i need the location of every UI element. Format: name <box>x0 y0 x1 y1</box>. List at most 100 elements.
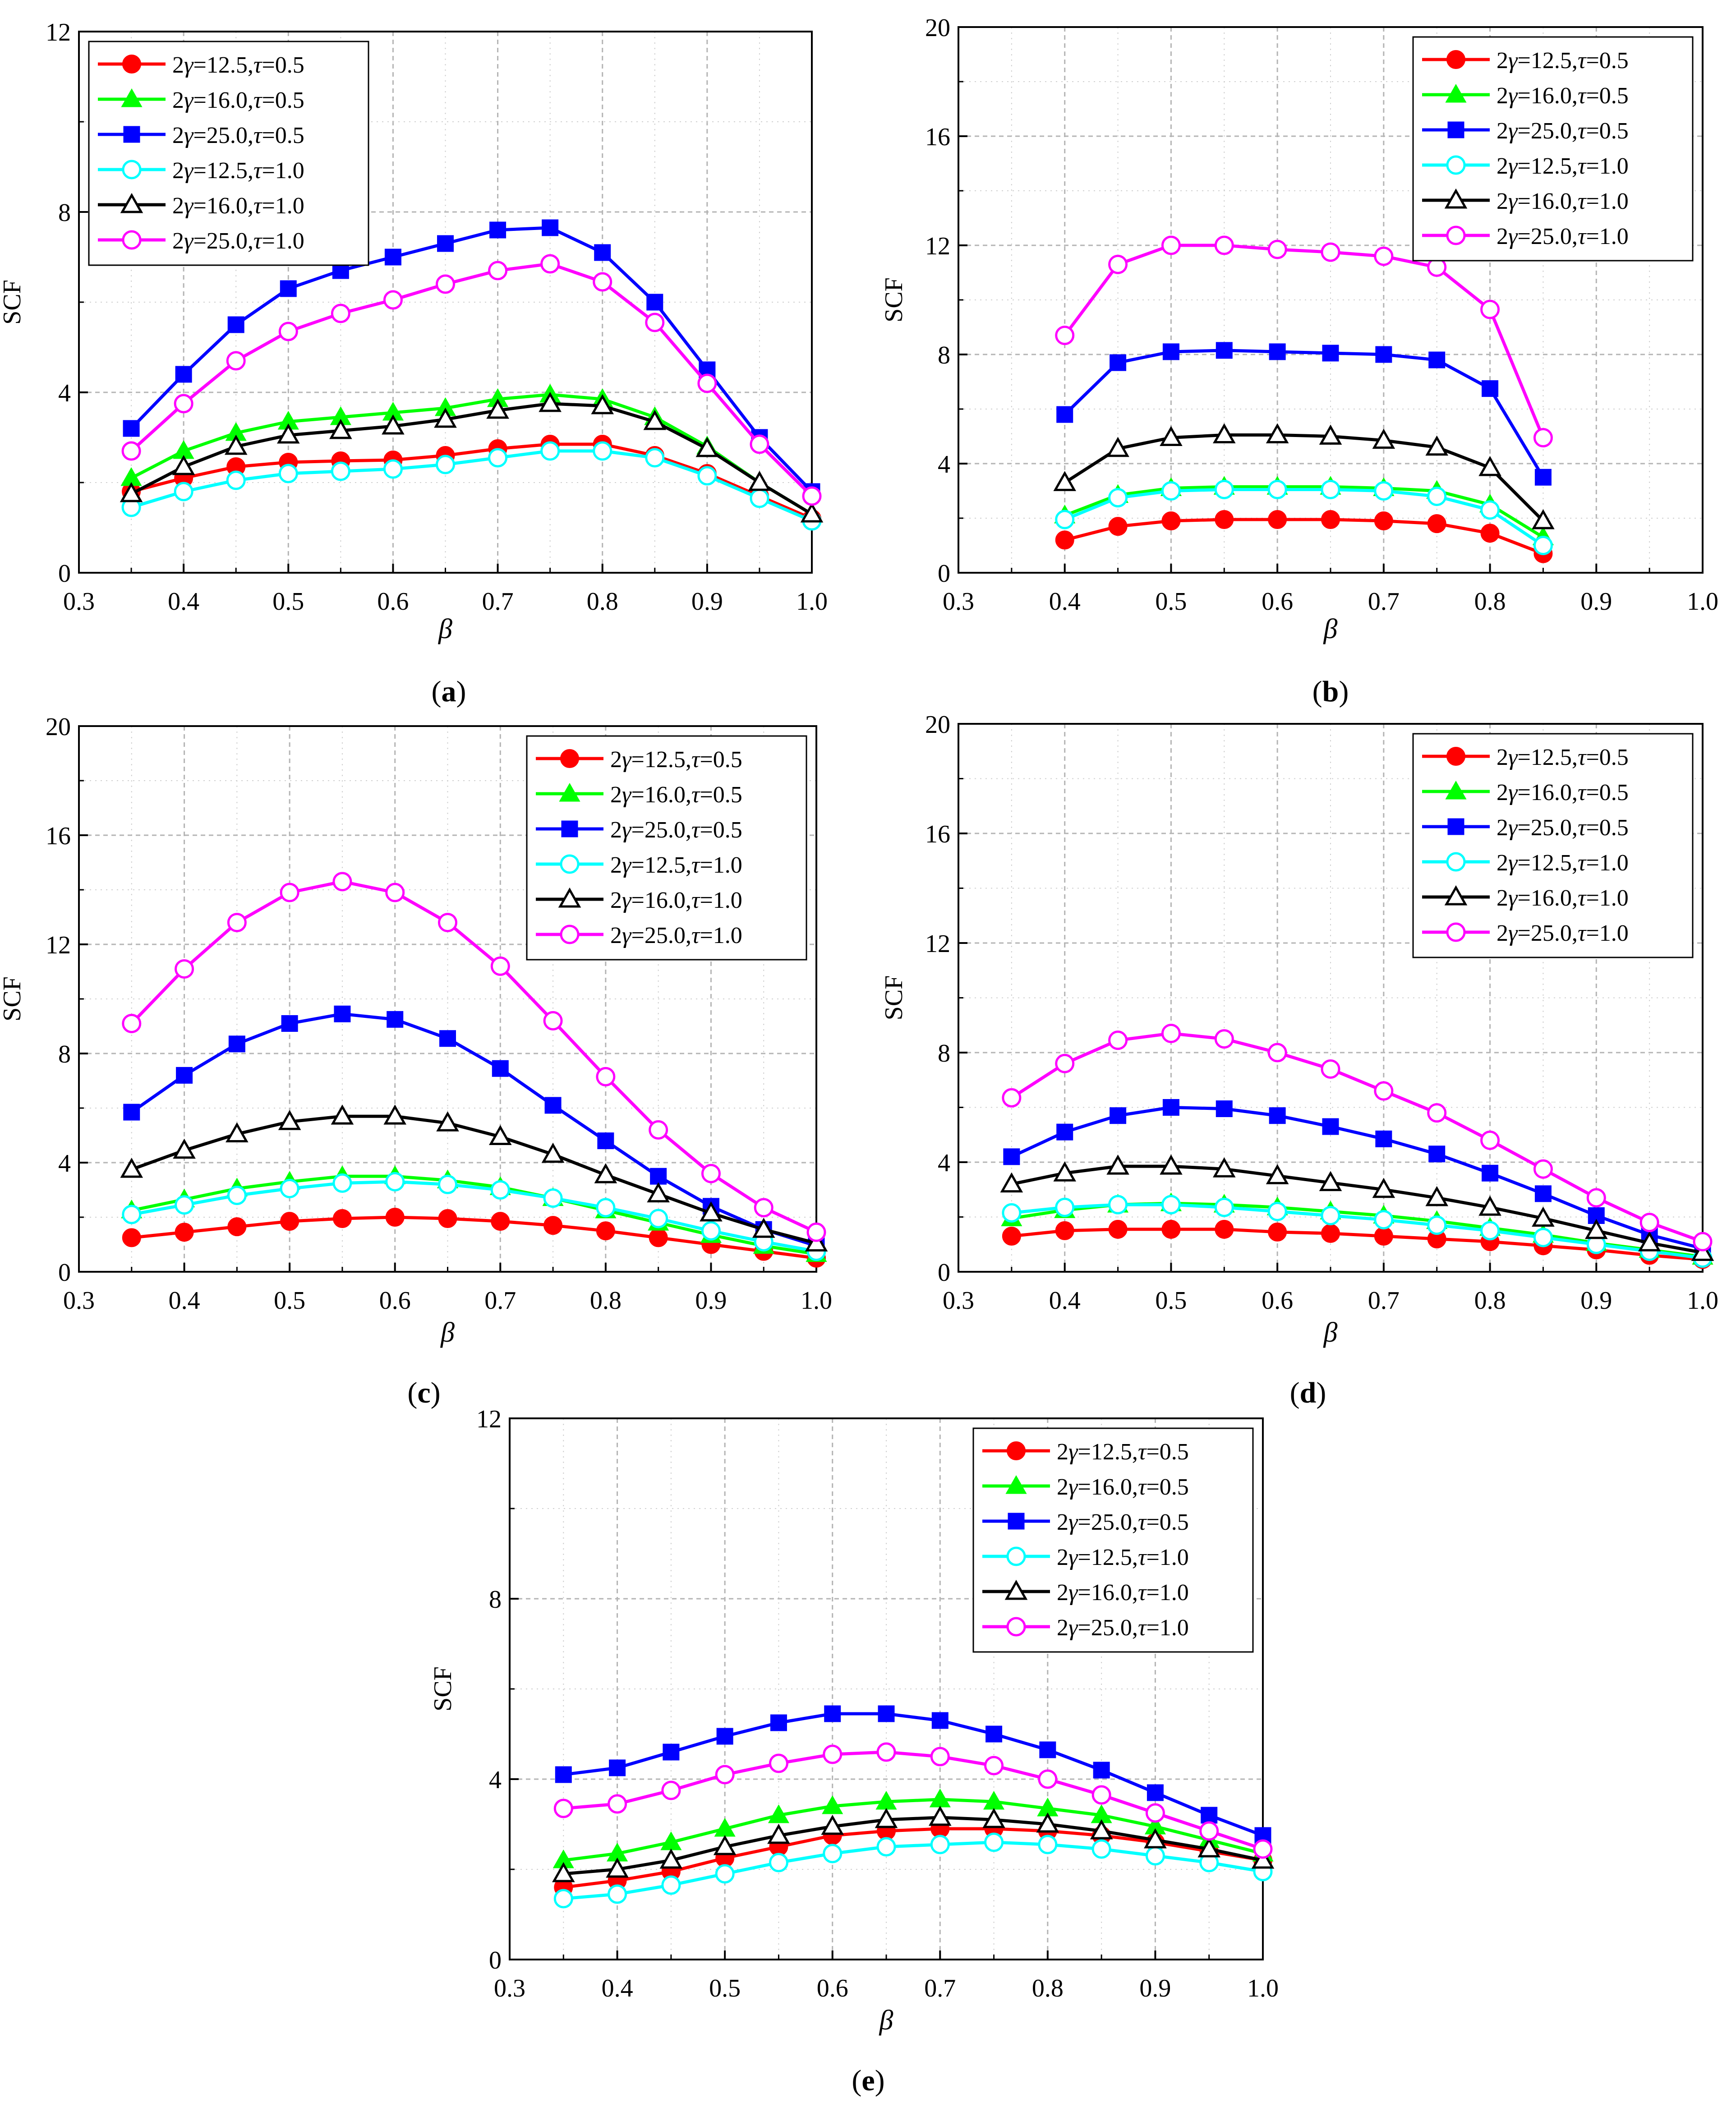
legend-item: 2γ=12.5,τ=0.5 <box>1422 48 1629 74</box>
legend-label-part: , <box>1572 83 1578 109</box>
legend-label-part: 2 <box>610 888 622 913</box>
legend-label-part: 2 <box>610 747 622 773</box>
series-line <box>1063 244 1545 438</box>
data-point <box>226 351 246 371</box>
data-point <box>984 1756 1004 1776</box>
data-point <box>437 235 454 252</box>
legend-item: 2γ=12.5,τ=1.0 <box>98 158 304 184</box>
data-point <box>1269 1107 1286 1124</box>
legend-marker <box>1006 1546 1026 1566</box>
x-tick-label: 0.9 <box>1139 1974 1171 2002</box>
data-point <box>1106 437 1129 457</box>
legend-label-part: = <box>1586 224 1599 249</box>
legend-item: 2γ=16.0,τ=1.0 <box>1422 188 1629 214</box>
legend-label-part: 16.0 <box>1091 1580 1132 1606</box>
legend-label-part: τ <box>1578 920 1587 946</box>
legend-label-part: , <box>1132 1474 1138 1500</box>
x-tick-label: 0.4 <box>168 588 199 616</box>
legend-label-part: , <box>1572 189 1578 214</box>
y-tick-label: 4 <box>489 1766 502 1794</box>
legend-label-part: 1.0 <box>1599 885 1629 911</box>
legend-label-part: τ <box>691 852 701 878</box>
data-point <box>176 1067 193 1084</box>
legend-label-part: = <box>631 888 645 913</box>
legend: 2γ=12.5,τ=0.52γ=16.0,τ=0.52γ=25.0,τ=0.52… <box>526 735 807 961</box>
data-point <box>1375 1130 1392 1147</box>
data-point <box>1214 1197 1234 1217</box>
data-point <box>1253 1839 1273 1859</box>
x-axis-label: β <box>1323 1317 1338 1348</box>
series-line <box>131 1114 817 1245</box>
legend-label-part: = <box>700 782 713 808</box>
data-point <box>1090 1819 1113 1840</box>
legend-label: 2γ=12.5,τ=1.0 <box>172 158 304 184</box>
data-point <box>553 1799 573 1818</box>
data-point <box>540 441 560 461</box>
caption-open-paren: ( <box>407 1376 417 1409</box>
data-point <box>649 1120 668 1140</box>
legend-label-part: , <box>686 852 691 878</box>
data-point <box>930 1747 950 1767</box>
data-point <box>383 1104 407 1125</box>
data-point <box>695 437 719 457</box>
series-group <box>120 872 828 1268</box>
legend-marker <box>559 782 580 802</box>
legend-label-part: 2 <box>1497 920 1508 946</box>
legend-label-part: 1.0 <box>1599 189 1629 214</box>
data-point <box>1693 1232 1713 1251</box>
x-tick-label: 0.5 <box>1155 588 1187 616</box>
data-point <box>806 1222 826 1242</box>
data-point <box>1110 354 1127 371</box>
x-tick-label: 0.7 <box>924 1974 956 2002</box>
x-tick-label: 0.4 <box>1049 1287 1081 1315</box>
data-point <box>659 1848 683 1869</box>
legend-label-part: γ <box>184 158 194 184</box>
legend-item: 2γ=16.0,τ=1.0 <box>982 1579 1189 1606</box>
data-point <box>823 1844 843 1863</box>
legend-label-part: 1.0 <box>1160 1545 1189 1570</box>
data-point <box>1161 511 1181 531</box>
legend-label-part: 2 <box>172 123 184 148</box>
data-point <box>1374 481 1394 501</box>
legend-item: 2γ=25.0,τ=1.0 <box>1422 920 1629 946</box>
x-tick-label: 0.9 <box>695 1287 727 1315</box>
data-point <box>174 482 193 501</box>
data-point <box>1110 1107 1127 1124</box>
data-point <box>750 488 769 508</box>
data-point <box>713 1835 737 1855</box>
series-line <box>130 226 813 493</box>
x-tick-label: 1.0 <box>796 588 828 616</box>
legend-marker <box>1447 818 1464 835</box>
series-line <box>130 880 817 1234</box>
legend-label-part: 1.0 <box>1160 1580 1189 1606</box>
legend-marker <box>1446 922 1466 942</box>
data-point <box>1374 1227 1393 1246</box>
x-tick-label: 0.9 <box>691 588 723 616</box>
legend-label-part: 12.5 <box>645 747 686 773</box>
legend-label-part: = <box>1518 850 1531 876</box>
legend-label-part: 2 <box>172 158 184 184</box>
y-tick-label: 20 <box>46 713 71 741</box>
data-point <box>280 280 297 297</box>
legend-label-part: , <box>248 158 253 184</box>
data-point <box>1055 326 1075 345</box>
legend-label-part: 25.0 <box>1091 1509 1132 1535</box>
data-point <box>387 1011 404 1028</box>
data-point <box>1091 1785 1111 1805</box>
data-point <box>1319 424 1342 445</box>
data-point <box>748 470 771 491</box>
data-point <box>700 1201 723 1222</box>
chart-panel-b: 0.3 0.4 0.5 0.6 0.7 0.8 0.9 1.0 0 4 8 12 16 20 β SCF (b)… <box>880 14 1718 708</box>
data-point <box>331 461 350 481</box>
caption-open-paren: ( <box>432 675 442 708</box>
legend-label-part: = <box>1586 189 1599 214</box>
x-tick-label: 1.0 <box>1687 588 1718 616</box>
legend: 2γ=12.5,τ=0.52γ=16.0,τ=0.52γ=25.0,τ=0.52… <box>1412 733 1694 958</box>
data-point <box>1374 511 1393 531</box>
legend-label-part: γ <box>184 228 194 254</box>
series-line <box>130 393 813 515</box>
data-point <box>1478 1196 1501 1216</box>
data-point <box>122 1205 142 1224</box>
legend-label-part: = <box>1146 1474 1159 1500</box>
data-point <box>1053 471 1077 491</box>
